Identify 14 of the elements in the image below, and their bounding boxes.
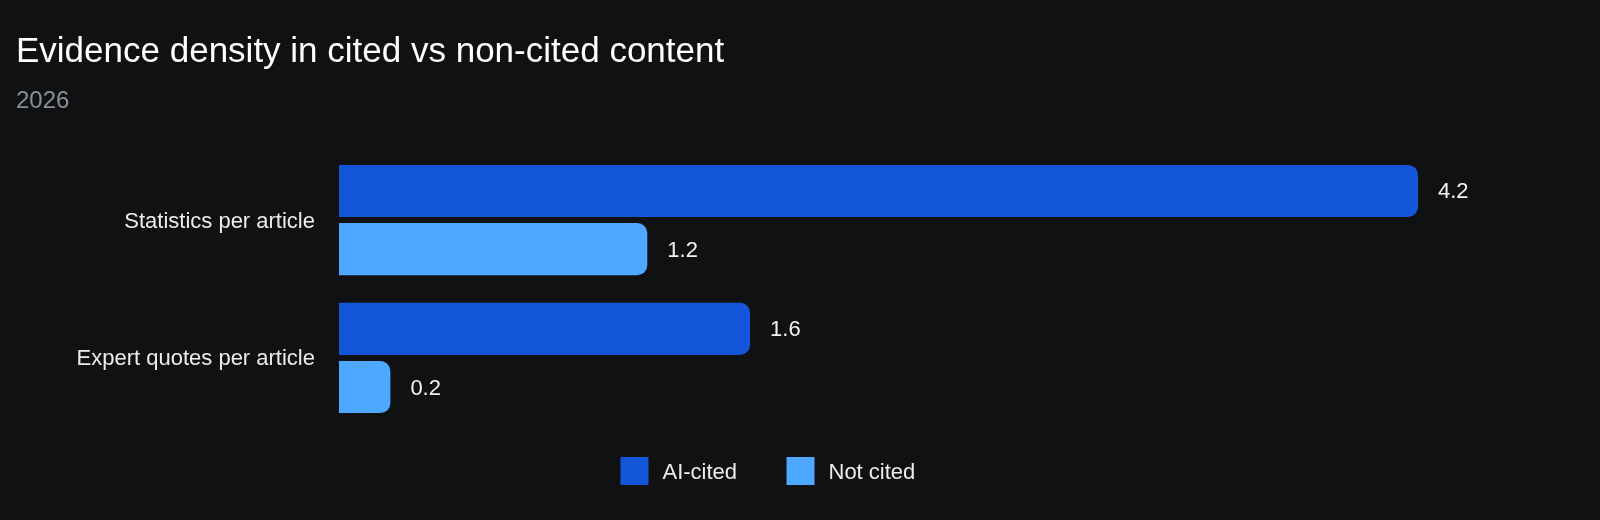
text: 2026: [16, 86, 70, 113]
y-tick-label: Statistics per article: [124, 207, 315, 233]
chart-title: Evidence density in cited vs non-cited content: [16, 30, 725, 69]
data-label: 1.2: [667, 236, 698, 262]
bar: [339, 223, 648, 276]
bar: [339, 164, 1418, 218]
legend-label: Not cited: [828, 458, 916, 484]
y-tick-label: Expert quotes per article: [76, 345, 315, 371]
data-label: 1.6: [770, 316, 801, 342]
data-label: 0.2: [410, 374, 441, 400]
bar: [339, 302, 751, 355]
data-label: 4.2: [1438, 178, 1469, 204]
legend-label: AI-cited: [662, 458, 738, 484]
bar: [339, 360, 391, 414]
